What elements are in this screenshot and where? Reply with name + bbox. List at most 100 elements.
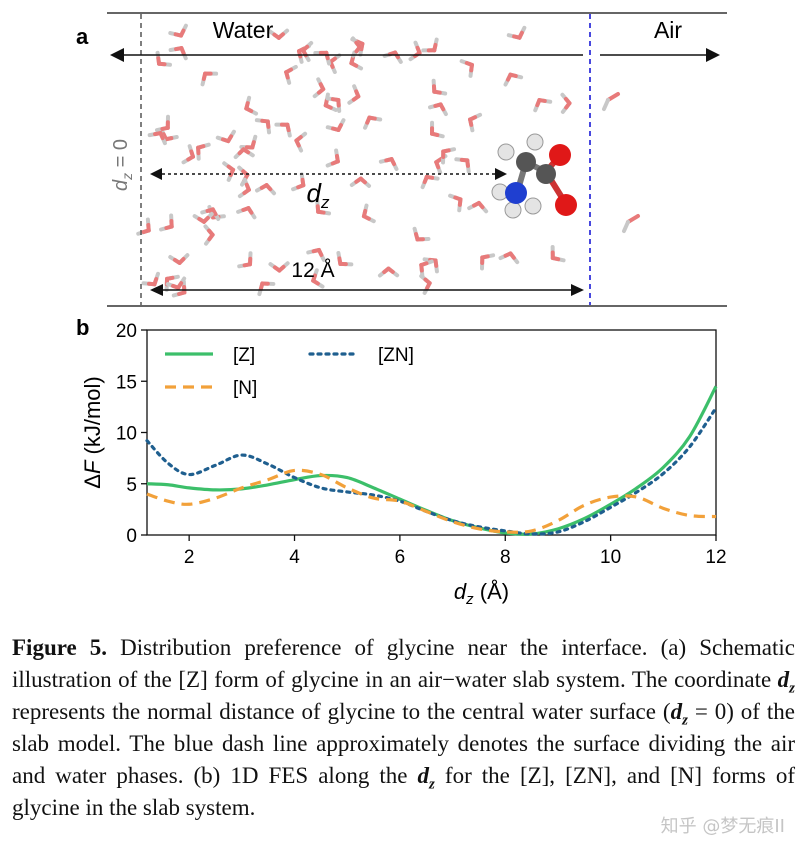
water-oxygen: [311, 248, 321, 254]
dz-arrowhead-left: [150, 168, 162, 180]
legend-label: [Z]: [233, 345, 255, 366]
water-oxygen: [276, 32, 285, 40]
water-oxygen: [244, 106, 254, 114]
water-oxygen: [226, 164, 236, 172]
water-oxygen: [330, 97, 341, 102]
caption-text-1: Distribution preference of glycine near …: [12, 635, 795, 692]
water-oxygen: [163, 136, 174, 142]
water-bond: [602, 98, 610, 111]
series-line-n: [146, 468, 717, 534]
water-oxygen: [189, 149, 195, 159]
oxygen-atom: [549, 144, 571, 166]
air-arrowhead: [706, 48, 720, 62]
water-oxygen: [201, 71, 208, 81]
x-tick-label: 2: [184, 547, 195, 568]
y-tick-label: 10: [116, 424, 137, 445]
water-oxygen: [503, 251, 513, 258]
slab-width-arrowhead-left: [150, 284, 163, 296]
air-label: Air: [654, 17, 682, 43]
hydrogen-atom: [504, 201, 522, 219]
water-oxygen: [250, 140, 256, 150]
water-oxygen: [177, 257, 186, 265]
water-oxygen: [207, 228, 215, 237]
water-oxygen: [294, 138, 301, 148]
water-oxygen: [277, 264, 286, 273]
series-line-zn: [145, 406, 718, 536]
dz-arrowhead-right: [495, 168, 507, 180]
plot-area: 2 4 6 8 10 12 0 5 10 15 20 dz (Å) ΔF (kJ/mol) [Z] [ZN]…: [80, 321, 727, 608]
water-oxygen: [387, 50, 398, 57]
x-axis-label: dz (Å): [454, 579, 509, 608]
water-oxygen: [517, 30, 524, 40]
water-oxygen: [432, 89, 442, 95]
dz-zero-label: dz = 0: [110, 139, 135, 191]
water-oxygen: [535, 98, 542, 108]
x-tick-label: 6: [395, 547, 406, 568]
figure-label: Figure 5.: [12, 635, 108, 660]
water-oxygen: [311, 278, 320, 286]
x-tick-label: 12: [705, 547, 726, 568]
hydrogen-atom: [526, 133, 544, 151]
water-oxygen: [241, 206, 251, 212]
water-oxygen: [284, 70, 290, 80]
water-oxygen: [176, 281, 184, 290]
x-tick-label: 4: [289, 547, 300, 568]
water-oxygen: [422, 174, 429, 185]
caption-text-4: for the [Z], [ZN], and [N] forms of glyc…: [12, 763, 795, 820]
x-tick-label: 10: [600, 547, 621, 568]
water-oxygen: [334, 153, 340, 164]
water-oxygen: [419, 263, 424, 273]
legend-label: [N]: [233, 378, 257, 399]
y-tick-label: 0: [126, 526, 137, 547]
water-oxygen: [430, 131, 440, 137]
water-oxygen: [415, 45, 422, 55]
panel-b-chart: b 2 4 6 8 10 12 0 5 10 15 20 dz (Å) ΔF (kJ/mol) [Z] [Z…: [76, 315, 727, 608]
water-oxygen: [174, 46, 184, 52]
figure-caption: Figure 5. Distribution preference of gly…: [12, 632, 795, 824]
water-oxygen: [354, 89, 361, 99]
water-oxygen: [459, 157, 470, 163]
water-oxygen: [226, 134, 234, 144]
water-oxygen: [201, 215, 210, 224]
panel-b-label: b: [76, 315, 89, 340]
water-oxygen: [258, 281, 265, 291]
water-oxygen: [472, 200, 481, 208]
water-oxygen: [432, 42, 438, 53]
dz-label: dz: [307, 178, 330, 212]
nitrogen-atom: [505, 182, 527, 204]
water-oxygen: [152, 277, 159, 287]
water-oxygen: [468, 117, 474, 127]
water-bond: [622, 220, 630, 233]
water-oxygen: [316, 209, 326, 215]
water-oxygen: [178, 28, 186, 38]
water-oxygen: [336, 123, 343, 132]
water-oxygen: [259, 183, 269, 190]
water-oxygen: [423, 277, 432, 286]
water-oxygen: [434, 160, 441, 170]
water-oxygen: [382, 266, 391, 275]
water-oxygen: [260, 118, 270, 124]
hydrogen-atom: [497, 143, 515, 161]
water-oxygen: [433, 102, 443, 108]
legend-label: [ZN]: [378, 345, 414, 366]
water-oxygen: [464, 61, 474, 67]
dz-symbol: dz: [777, 667, 795, 697]
water-oxygen: [318, 82, 326, 92]
y-tick-label: 5: [126, 475, 137, 496]
water-oxygen: [384, 157, 394, 163]
water-label: Water: [213, 17, 274, 43]
water-oxygen: [349, 61, 359, 68]
water-oxygen: [354, 176, 363, 184]
water-oxygen: [237, 147, 246, 156]
dz-symbol: dz: [417, 763, 435, 793]
water-oxygen: [244, 182, 251, 192]
water-oxygen: [354, 40, 362, 49]
water-oxygen: [453, 195, 463, 202]
water-oxygen: [300, 177, 306, 188]
water-oxygen: [153, 131, 163, 137]
water-oxygen: [550, 256, 561, 262]
water-oxygen: [563, 96, 572, 106]
carbon-atom: [516, 152, 536, 172]
y-tick-label: 15: [116, 372, 137, 393]
water-oxygen: [205, 207, 215, 213]
